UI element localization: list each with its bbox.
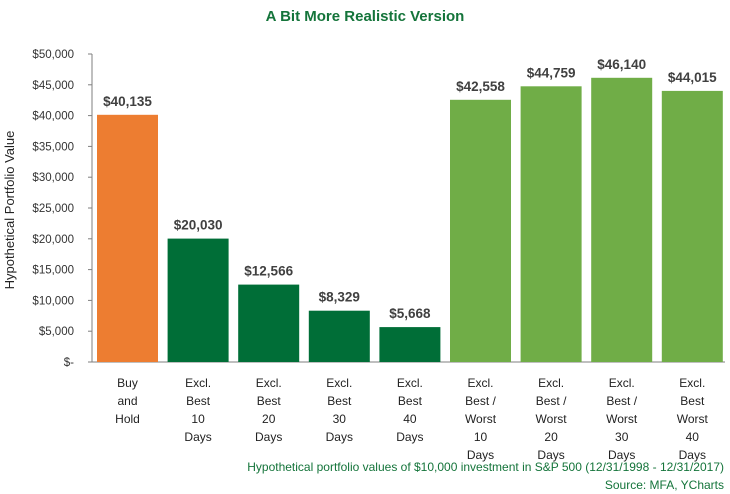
- category-label: Excl. Best Worst 40 Days: [677, 376, 709, 462]
- category-label-line: Days: [255, 430, 282, 444]
- bar-value-label: $20,030: [174, 218, 223, 233]
- category-label-line: Days: [467, 448, 494, 462]
- category-label-line: 10: [191, 412, 205, 426]
- footnote-description: Hypothetical portfolio values of $10,000…: [247, 460, 724, 474]
- y-tick-label: $30,000: [32, 172, 74, 184]
- category-label-line: Days: [184, 430, 211, 444]
- category-label: Excl. Best 30 Days: [326, 376, 353, 444]
- category-label-line: Excl.: [185, 376, 211, 390]
- bar-value-label: $40,135: [103, 94, 152, 109]
- bar: [450, 99, 511, 363]
- y-tick-label: $15,000: [32, 265, 74, 277]
- category-label-line: 30: [615, 430, 629, 444]
- category-label-line: 40: [686, 430, 700, 444]
- bar: [379, 327, 441, 362]
- bar: [238, 284, 300, 362]
- category-label-line: Excl.: [326, 376, 352, 390]
- bar: [97, 114, 158, 362]
- category-label-line: 20: [544, 430, 558, 444]
- bar: [661, 90, 723, 363]
- category-label-line: Best /: [465, 394, 496, 408]
- category-label-line: 40: [403, 412, 417, 426]
- bar-value-label: $5,668: [389, 306, 431, 321]
- category-label-line: 30: [333, 412, 347, 426]
- category-label-line: Best: [680, 394, 705, 408]
- bar: [308, 310, 370, 362]
- category-label-line: Worst: [465, 412, 497, 426]
- category-label-line: Days: [608, 448, 635, 462]
- category-label-line: and: [117, 394, 137, 408]
- category-label-line: Best: [186, 394, 211, 408]
- bar-value-label: $42,558: [456, 79, 505, 94]
- category-label-line: Days: [326, 430, 353, 444]
- category-label-line: Days: [396, 430, 423, 444]
- bar-value-label: $44,015: [668, 70, 717, 85]
- category-label-line: Worst: [677, 412, 709, 426]
- category-label: Excl. Best 40 Days: [396, 376, 423, 444]
- category-label-line: Best /: [536, 394, 567, 408]
- y-tick-label: $-: [64, 357, 74, 369]
- category-label: Excl. Best / Worst 10 Days: [465, 376, 497, 462]
- bar-value-label: $12,566: [244, 264, 293, 279]
- bar: [167, 238, 229, 362]
- category-label: Buy and Hold: [115, 376, 140, 426]
- category-label-line: Best: [327, 394, 352, 408]
- category-label-line: 10: [474, 430, 488, 444]
- category-label: Excl. Best 10 Days: [184, 376, 211, 444]
- category-label-line: 20: [262, 412, 276, 426]
- bar-value-label: $46,140: [597, 57, 646, 72]
- category-label-line: Best: [398, 394, 423, 408]
- category-label-line: Worst: [606, 412, 638, 426]
- category-label-line: Best: [257, 394, 282, 408]
- category-label-line: Best /: [606, 394, 637, 408]
- y-tick-label: $25,000: [32, 203, 74, 215]
- category-label: Excl. Best / Worst 30 Days: [606, 376, 638, 462]
- y-axis-ticks: $- $5,000 $10,000 $15,000 $20,000 $25,000 $30,…: [32, 49, 92, 369]
- bar-value-label: $44,759: [527, 65, 576, 80]
- category-label-line: Excl.: [397, 376, 423, 390]
- category-label: Excl. Best 20 Days: [255, 376, 282, 444]
- bar: [591, 77, 653, 363]
- y-tick-label: $35,000: [32, 141, 74, 153]
- category-label-line: Buy: [117, 376, 138, 390]
- category-label-line: Days: [679, 448, 706, 462]
- category-label-line: Excl.: [609, 376, 635, 390]
- bar-value-label: $8,329: [319, 290, 360, 305]
- category-label-line: Excl.: [679, 376, 705, 390]
- category-label-line: Hold: [115, 412, 140, 426]
- chart-title: A Bit More Realistic Version: [266, 8, 465, 25]
- category-label-line: Days: [537, 448, 564, 462]
- category-label-line: Excl.: [467, 376, 493, 390]
- y-tick-label: $20,000: [32, 234, 74, 246]
- footnote-source: Source: MFA, YCharts: [605, 478, 724, 492]
- bars: [97, 77, 723, 363]
- y-tick-label: $10,000: [32, 295, 74, 307]
- y-axis-title: Hypothetical Portfolio Value: [2, 131, 17, 290]
- category-label: Excl. Best / Worst 20 Days: [536, 376, 568, 462]
- y-tick-label: $45,000: [32, 80, 74, 92]
- data-labels: $40,135 $20,030 $12,566 $8,329 $5,668 $42,558…: [103, 57, 717, 321]
- y-tick-label: $40,000: [32, 111, 74, 123]
- y-tick-label: $50,000: [32, 49, 74, 61]
- category-label-line: Excl.: [538, 376, 564, 390]
- category-label-line: Excl.: [256, 376, 282, 390]
- bar: [520, 86, 582, 363]
- y-tick-label: $5,000: [39, 326, 74, 338]
- category-labels: Buy and Hold Excl. Best 10 Days Excl. Best 20 Days…: [115, 376, 708, 462]
- category-label-line: Worst: [536, 412, 568, 426]
